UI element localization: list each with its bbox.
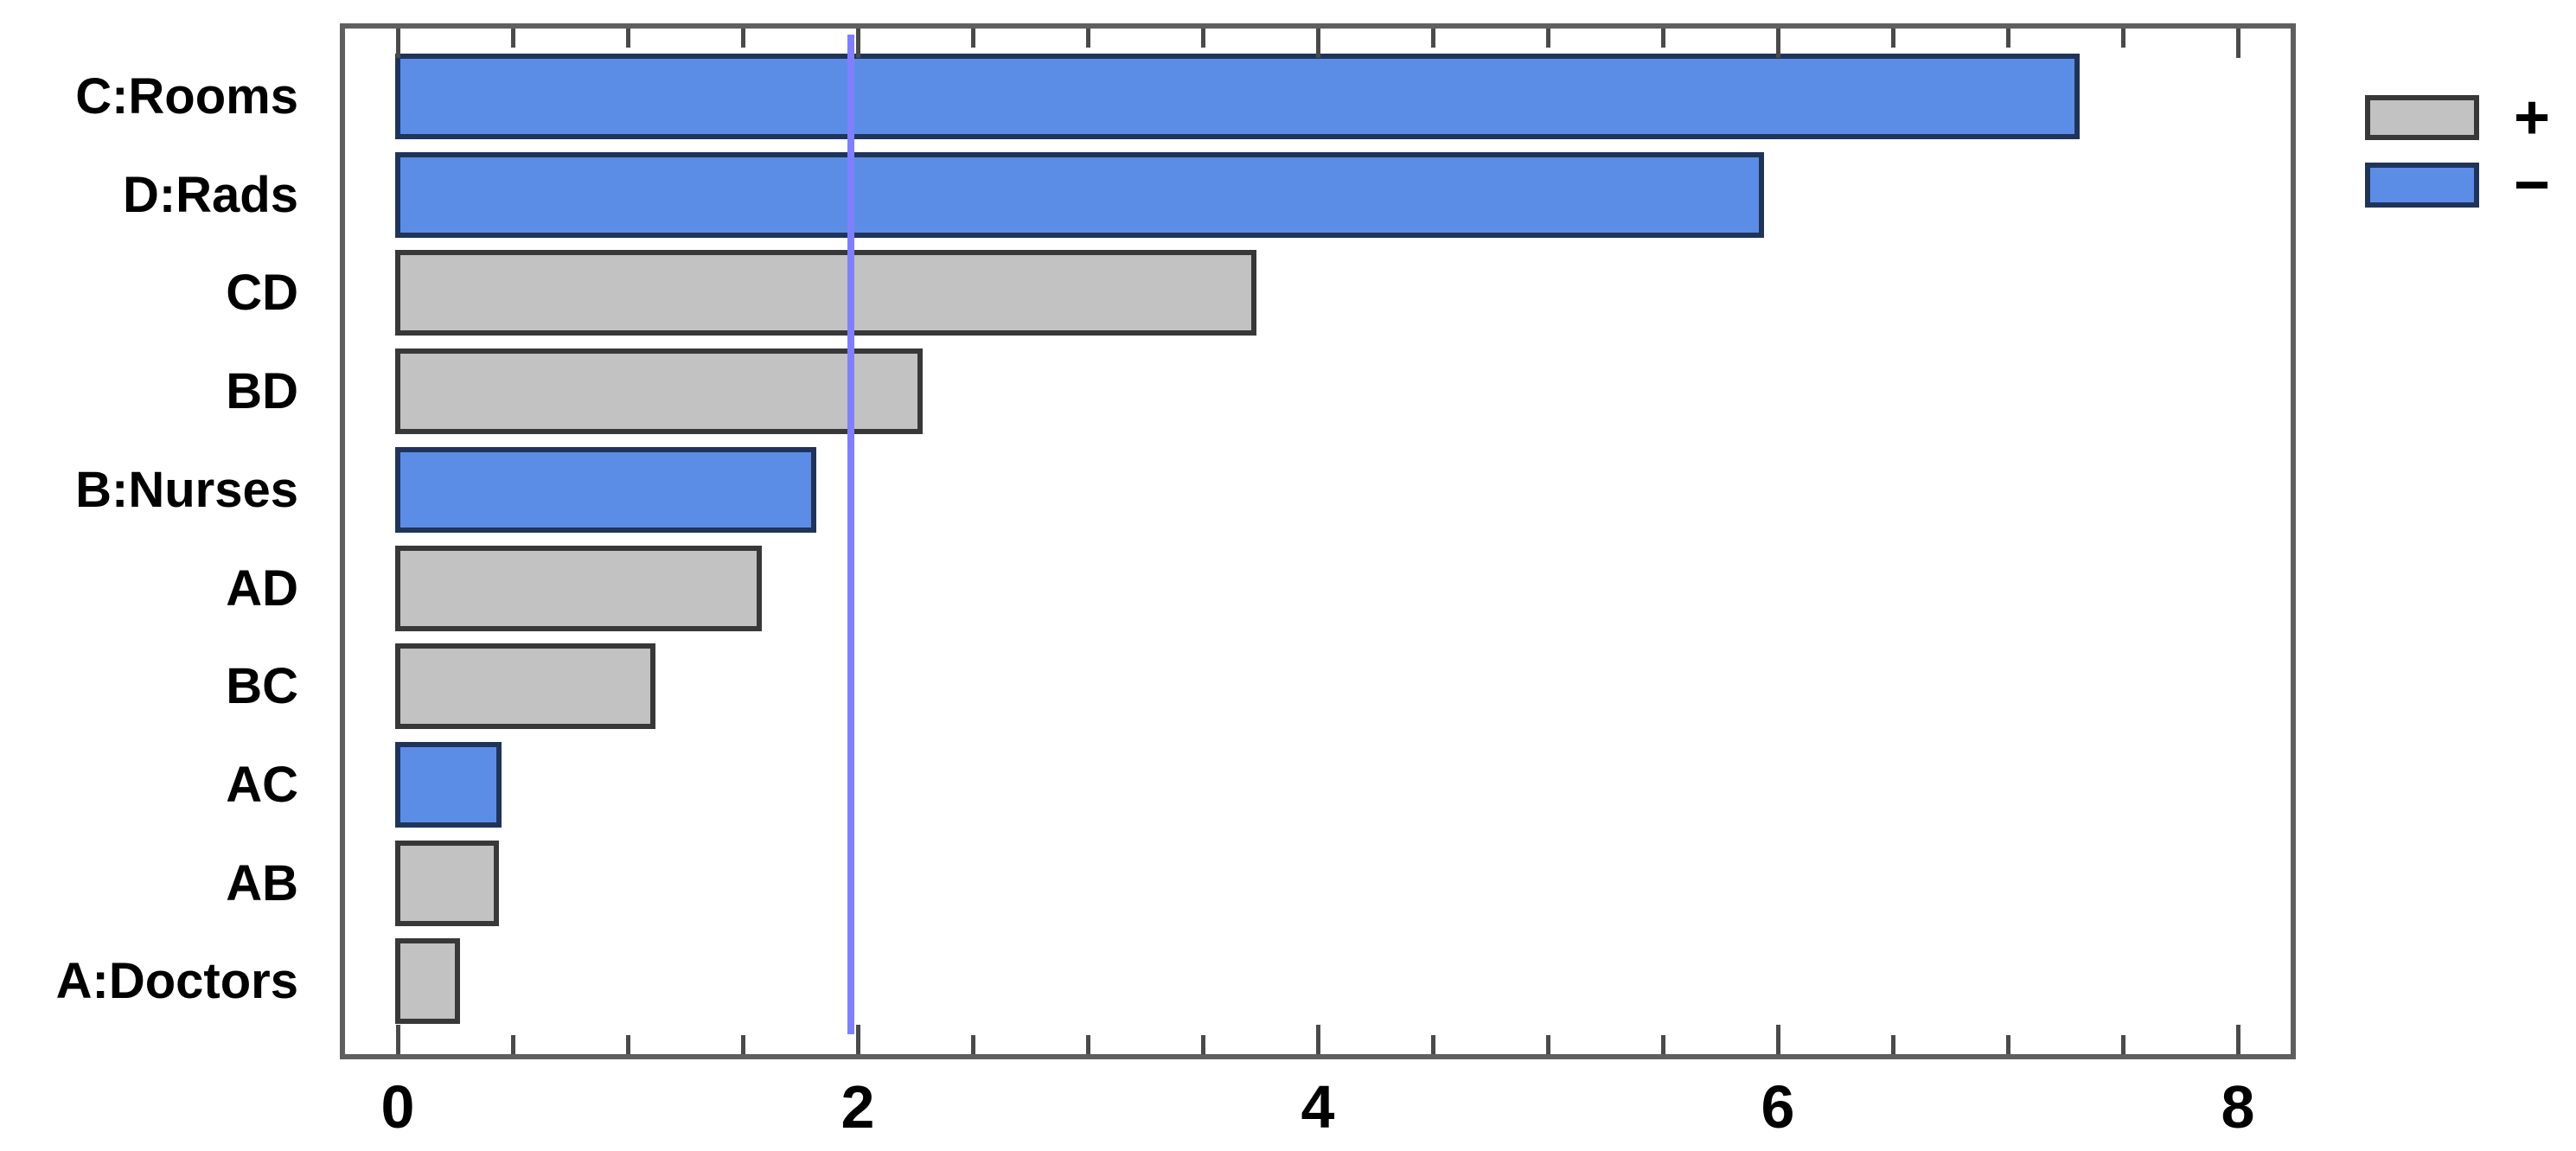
x-axis-minor-tick-bottom <box>2006 1035 2010 1054</box>
x-axis-major-tick-top <box>1316 29 1320 58</box>
x-axis-minor-tick-top <box>971 29 975 48</box>
bar-ac <box>395 741 502 828</box>
y-axis-label-d-rads: D:Rads <box>122 166 298 223</box>
y-axis-label-a-doctors: A:Doctors <box>55 953 298 1010</box>
x-axis-major-tick-bottom <box>2236 1025 2240 1054</box>
x-axis-minor-tick-bottom <box>1546 1035 1550 1054</box>
legend-item-negative: − <box>2365 150 2551 220</box>
x-axis-minor-tick-top <box>1086 29 1090 48</box>
bar-d-rads <box>395 151 1765 238</box>
x-axis-minor-tick-bottom <box>1661 1035 1665 1054</box>
x-axis-minor-tick-top <box>511 29 515 48</box>
legend-label-negative: − <box>2514 150 2551 220</box>
bar-cd <box>395 250 1256 336</box>
x-axis-tick-label-8: 8 <box>2221 1073 2255 1141</box>
y-axis-label-ab: AB <box>226 854 298 911</box>
x-axis-minor-tick-bottom <box>511 1035 515 1054</box>
x-axis-major-tick-top <box>2236 29 2240 58</box>
bar-a-doctors <box>395 938 461 1025</box>
x-axis-minor-tick-top <box>1661 29 1665 48</box>
x-axis-minor-tick-bottom <box>1431 1035 1435 1054</box>
x-axis-minor-tick-bottom <box>1201 1035 1205 1054</box>
x-axis-minor-tick-top <box>1891 29 1895 48</box>
x-axis-minor-tick-bottom <box>626 1035 630 1054</box>
bar-ad <box>395 545 762 631</box>
y-axis-label-b-nurses: B:Nurses <box>75 461 298 518</box>
plot-frame <box>340 23 2296 1059</box>
reference-line <box>847 35 855 1034</box>
x-axis-minor-tick-top <box>2006 29 2010 48</box>
x-axis-minor-tick-top <box>1201 29 1205 48</box>
x-axis-major-tick-bottom <box>396 1025 400 1054</box>
x-axis-major-tick-top <box>396 29 400 58</box>
x-axis-minor-tick-top <box>626 29 630 48</box>
bar-ab <box>395 840 500 926</box>
legend-label-positive: + <box>2514 83 2551 152</box>
x-axis-tick-label-2: 2 <box>841 1073 875 1141</box>
bar-b-nurses <box>395 446 817 533</box>
y-axis-label-ac: AC <box>226 756 298 813</box>
x-axis-minor-tick-bottom <box>971 1035 975 1054</box>
legend-swatch-negative <box>2365 163 2479 208</box>
x-axis-tick-label-6: 6 <box>1761 1073 1795 1141</box>
x-axis-minor-tick-bottom <box>1086 1035 1090 1054</box>
x-axis-major-tick-bottom <box>1776 1025 1780 1054</box>
y-axis-label-cd: CD <box>226 265 298 322</box>
y-axis-label-c-rooms: C:Rooms <box>75 68 298 125</box>
x-axis-major-tick-bottom <box>856 1025 860 1054</box>
x-axis-major-tick-top <box>856 29 860 58</box>
x-axis-minor-tick-top <box>741 29 745 48</box>
y-axis-label-ad: AD <box>226 560 298 617</box>
bar-bc <box>395 643 656 730</box>
x-axis-major-tick-top <box>1776 29 1780 58</box>
y-axis-label-bc: BC <box>226 658 298 715</box>
x-axis-minor-tick-top <box>1431 29 1435 48</box>
x-axis-tick-label-0: 0 <box>380 1073 415 1141</box>
legend-swatch-positive <box>2365 95 2479 140</box>
x-axis-minor-tick-bottom <box>2121 1035 2125 1054</box>
y-axis-label-bd: BD <box>226 363 298 420</box>
bar-bd <box>395 348 923 435</box>
x-axis-major-tick-bottom <box>1316 1025 1320 1054</box>
legend-item-positive: + <box>2365 83 2551 152</box>
x-axis-minor-tick-bottom <box>741 1035 745 1054</box>
x-axis-minor-tick-top <box>2121 29 2125 48</box>
x-axis-minor-tick-top <box>1546 29 1550 48</box>
legend: + − <box>2365 83 2551 228</box>
x-axis-tick-label-4: 4 <box>1301 1073 1335 1141</box>
bar-c-rooms <box>395 54 2080 139</box>
x-axis-minor-tick-bottom <box>1891 1035 1895 1054</box>
